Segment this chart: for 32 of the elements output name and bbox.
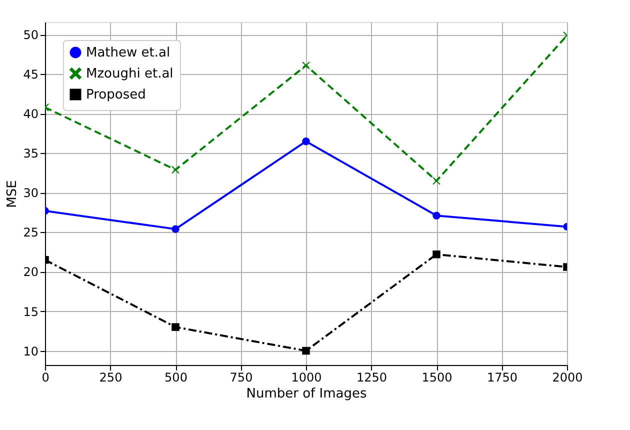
x-tick-label: 1250: [356, 370, 388, 384]
point: [302, 137, 310, 146]
legend-label: Proposed: [86, 88, 146, 102]
y-axis-title: MSE: [5, 180, 20, 208]
legend-label: Mathew et.al: [86, 46, 170, 60]
x-tick-label: 1000: [291, 370, 322, 384]
legend-label: Mzoughi et.al: [86, 66, 174, 82]
point: [432, 212, 440, 220]
y-tick-label: 35: [23, 146, 38, 161]
y-tick-label: 10: [23, 344, 38, 358]
x-tick-label: 1750: [486, 370, 518, 384]
y-tick-label: 25: [23, 226, 38, 240]
x-tick-label: 500: [164, 370, 188, 384]
y-tick-label: 30: [23, 186, 38, 200]
y-tick-label: 15: [23, 304, 38, 319]
x-tick-label: 1500: [422, 370, 452, 384]
x-axis-title: Number of Images: [246, 386, 367, 402]
x-tick-label: 0: [42, 370, 50, 384]
point: [172, 323, 180, 331]
point: [172, 225, 180, 233]
y-tick-label: 45: [23, 68, 38, 82]
y-tick-label: 20: [23, 265, 38, 280]
x-tick-label: 250: [99, 370, 122, 384]
x-tick-label: 2000: [552, 370, 583, 384]
point: [172, 166, 180, 174]
point: [302, 62, 310, 70]
point: [432, 176, 440, 185]
y-tick-label: 50: [23, 28, 38, 42]
x-tick-label: 750: [230, 370, 253, 384]
y-tick-label: 40: [23, 107, 38, 122]
point: [432, 250, 440, 258]
point: [302, 346, 310, 355]
